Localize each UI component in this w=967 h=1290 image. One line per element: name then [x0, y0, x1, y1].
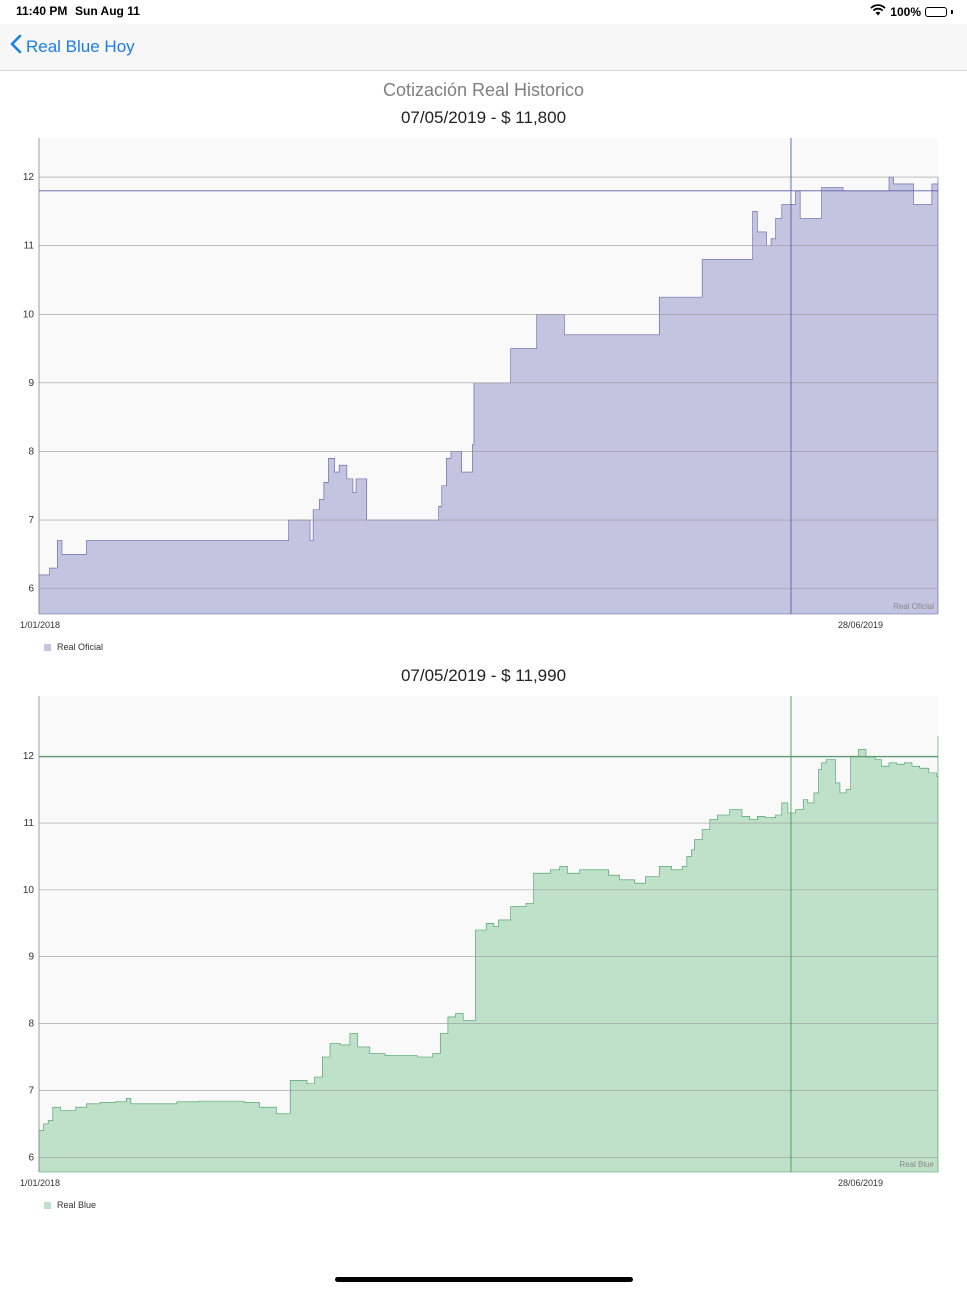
y-tick-label: 10: [23, 885, 35, 896]
legend-real-oficial: Real Oficial: [44, 642, 103, 652]
y-tick-label: 10: [23, 309, 35, 320]
navigation-bar: Real Blue Hoy: [0, 24, 967, 71]
legend-real-blue: Real Blue: [44, 1200, 96, 1210]
legend-swatch-oficial: [44, 643, 51, 651]
wifi-icon: [870, 4, 886, 19]
legend-label-oficial: Real Oficial: [57, 642, 104, 652]
page-title: Cotización Real Historico: [382, 80, 585, 100]
status-bar: 11:40 PM Sun Aug 11 100%: [0, 0, 967, 24]
chevron-left-icon: [10, 34, 22, 59]
y-tick-label: 11: [24, 818, 35, 829]
chart-real-blue[interactable]: 6 7 8 9 10 11 12 1/01/2018 28/06/2019 Real Blue: [0, 688, 967, 1198]
status-indicators: 100%: [870, 4, 953, 19]
y-tick-label: 7: [28, 1085, 34, 1096]
y-tick-label: 9: [28, 952, 34, 963]
x-tick-label-start: 1/01/2018: [20, 1178, 60, 1188]
x-tick-label-end: 28/06/2019: [838, 1178, 883, 1188]
legend-label-blue: Real Blue: [57, 1200, 97, 1210]
back-button-label: Real Blue Hoy: [26, 36, 135, 56]
y-tick-label: 9: [28, 378, 34, 389]
status-time: 11:40 PM: [16, 4, 68, 18]
x-tick-label-end: 28/06/2019: [838, 620, 883, 630]
back-button[interactable]: Real Blue Hoy: [10, 34, 135, 59]
y-tick-label: 12: [23, 172, 35, 183]
legend-swatch-blue: [44, 1201, 51, 1209]
y-tick-label: 6: [28, 584, 34, 595]
y-tick-label: 6: [28, 1152, 34, 1163]
y-tick-label: 7: [28, 515, 34, 526]
x-tick-label-start: 1/01/2018: [20, 620, 60, 630]
battery-percentage: 100%: [890, 4, 921, 19]
chart-oficial-header: 07/05/2019 - $ 11,800: [400, 108, 567, 127]
battery-icon: [925, 6, 947, 17]
y-tick-label: 8: [28, 446, 34, 457]
chart-watermark-label: Real Oficial: [893, 602, 934, 611]
chart-watermark-label: Real Blue: [899, 1160, 934, 1169]
y-tick-label: 8: [28, 1019, 34, 1030]
status-date: Sun Aug 11: [75, 4, 140, 18]
chart-blue-header: 07/05/2019 - $ 11,990: [400, 666, 567, 685]
chart-real-oficial[interactable]: 6 7 8 9 10 11 12 1/01/2018 28/06/2019 Real Oficia…: [0, 130, 967, 640]
y-tick-label: 12: [23, 751, 35, 762]
y-tick-label: 11: [24, 241, 35, 252]
home-indicator: [335, 1277, 633, 1282]
